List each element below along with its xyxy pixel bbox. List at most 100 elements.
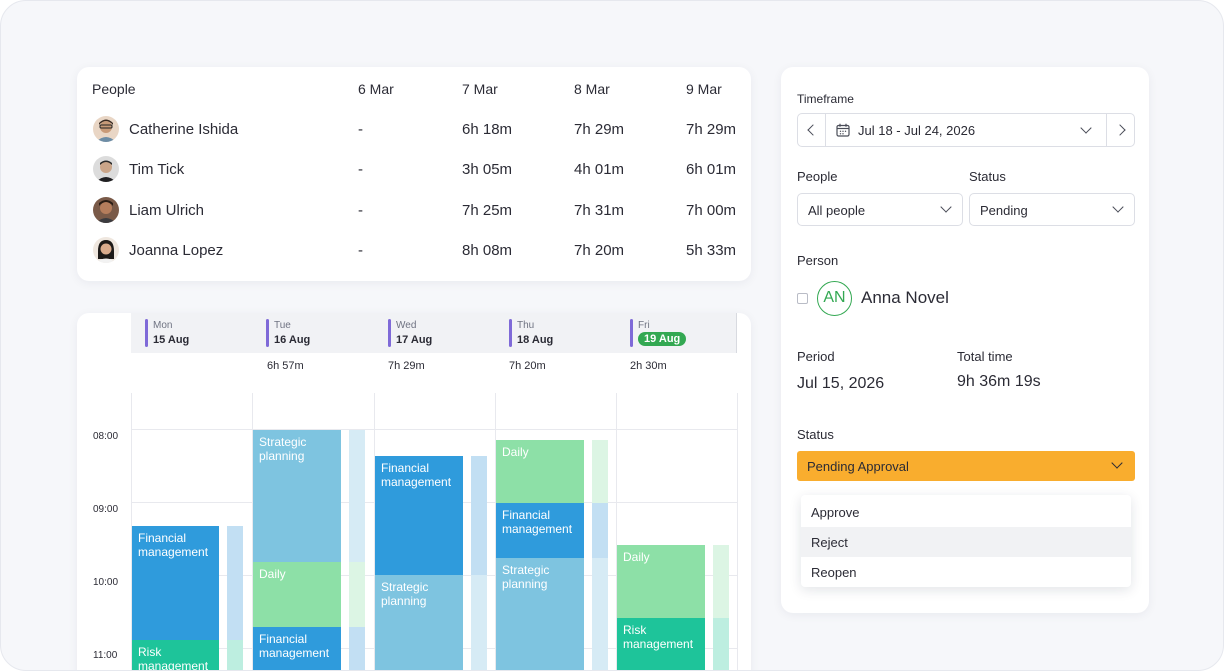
chevron-left-icon bbox=[807, 124, 819, 136]
person-avatar: AN bbox=[817, 281, 852, 316]
day-header-thu[interactable]: Thu 18 Aug bbox=[495, 313, 616, 353]
menu-item-approve[interactable]: Approve bbox=[811, 505, 860, 520]
chevron-down-icon bbox=[1112, 201, 1124, 213]
grid-line bbox=[616, 393, 617, 670]
entry-shadow bbox=[349, 627, 365, 670]
time-entry-block[interactable]: Daily bbox=[617, 545, 705, 618]
entry-shadow bbox=[227, 526, 243, 640]
time-entry-block[interactable]: Financial management bbox=[496, 503, 584, 558]
date-label: 17 Aug bbox=[396, 334, 433, 346]
hour-label: 09:00 bbox=[93, 504, 119, 515]
menu-item-reopen[interactable]: Reopen bbox=[811, 565, 857, 580]
time-cell: 7h 00m bbox=[686, 202, 737, 219]
time-cell: 7h 20m bbox=[574, 242, 625, 259]
time-entry-block[interactable]: Strategic planning bbox=[253, 430, 341, 562]
time-cell: 7h 25m bbox=[462, 202, 513, 219]
weekday-label: Wed bbox=[396, 320, 417, 331]
table-row[interactable]: Tim Tick - 3h 05m 4h 01m 6h 01m bbox=[77, 149, 751, 189]
approval-status-label: Status bbox=[797, 427, 834, 442]
status-filter-label: Status bbox=[969, 169, 1006, 184]
day-header-wed[interactable]: Wed 17 Aug bbox=[374, 313, 495, 353]
menu-item-reject[interactable]: Reject bbox=[801, 527, 1131, 557]
weekday-label: Thu bbox=[517, 320, 535, 331]
column-header-date-4: 9 Mar bbox=[686, 81, 722, 97]
time-cell: 3h 05m bbox=[462, 161, 513, 178]
column-header-date-3: 8 Mar bbox=[574, 81, 610, 97]
time-cell: 6h 18m bbox=[462, 121, 513, 138]
person-name: Joanna Lopez bbox=[129, 242, 224, 259]
time-cell: 7h 29m bbox=[574, 121, 625, 138]
column-header-date-2: 7 Mar bbox=[462, 81, 498, 97]
timeframe-label: Timeframe bbox=[797, 92, 854, 106]
hour-label: 10:00 bbox=[93, 577, 119, 588]
time-entry-block[interactable]: Strategic planning bbox=[375, 575, 463, 670]
day-header-mon[interactable]: Mon 15 Aug bbox=[131, 313, 252, 353]
person-checkbox[interactable] bbox=[797, 293, 808, 304]
table-row[interactable]: Catherine Ishida - 6h 18m 7h 29m 7h 29m bbox=[77, 109, 751, 149]
time-entry-block[interactable]: Risk management bbox=[617, 618, 705, 670]
time-cell: - bbox=[358, 161, 363, 178]
avatar bbox=[93, 116, 119, 142]
day-total: 7h 20m bbox=[509, 360, 546, 372]
hour-label: 08:00 bbox=[93, 431, 119, 442]
time-cell: - bbox=[358, 242, 363, 259]
time-entry-block[interactable]: Financial management bbox=[132, 526, 219, 640]
grid-line bbox=[252, 393, 253, 670]
next-week-button[interactable] bbox=[1106, 114, 1135, 146]
grid-line bbox=[131, 429, 737, 430]
day-total: 2h 30m bbox=[630, 360, 667, 372]
chevron-right-icon bbox=[1114, 124, 1126, 136]
time-entry-block[interactable]: Financial management bbox=[253, 627, 341, 670]
date-label: 18 Aug bbox=[517, 334, 554, 346]
column-header-date-1: 6 Mar bbox=[358, 81, 394, 97]
hour-label: 11:00 bbox=[93, 650, 118, 661]
table-row[interactable]: Joanna Lopez - 8h 08m 7h 20m 5h 33m bbox=[77, 230, 751, 270]
entry-shadow bbox=[471, 456, 487, 575]
status-filter-value: Pending bbox=[980, 203, 1028, 218]
status-filter-select[interactable]: Pending bbox=[969, 193, 1135, 226]
people-table-card: People 6 Mar 7 Mar 8 Mar 9 Mar Catherine… bbox=[77, 67, 751, 281]
weekday-label: Tue bbox=[274, 320, 291, 331]
day-header-tue[interactable]: Tue 16 Aug bbox=[252, 313, 374, 353]
time-entry-block[interactable]: Daily bbox=[253, 562, 341, 627]
time-entry-block[interactable]: Financial management bbox=[375, 456, 463, 575]
table-row[interactable]: Liam Ulrich - 7h 25m 7h 31m 7h 00m bbox=[77, 190, 751, 230]
entry-shadow bbox=[227, 640, 243, 670]
timeframe-picker: Jul 18 - Jul 24, 2026 bbox=[797, 113, 1135, 147]
week-calendar-card: Mon 15 Aug Tue 16 Aug Wed 17 Aug Thu 18 … bbox=[77, 313, 751, 670]
day-marker bbox=[388, 319, 391, 347]
time-entry-block[interactable]: Daily bbox=[496, 440, 584, 503]
weekday-label: Mon bbox=[153, 320, 173, 331]
people-filter-select[interactable]: All people bbox=[797, 193, 963, 226]
previous-week-button[interactable] bbox=[798, 114, 826, 146]
entry-shadow bbox=[592, 503, 608, 558]
chevron-down-icon bbox=[940, 201, 952, 213]
person-name: Liam Ulrich bbox=[129, 202, 205, 219]
time-entry-block[interactable]: Strategic planning bbox=[496, 558, 584, 670]
chevron-down-icon bbox=[1111, 457, 1123, 469]
day-total: 6h 57m bbox=[267, 360, 304, 372]
person-name: Anna Novel bbox=[861, 288, 949, 307]
person-label: Person bbox=[797, 253, 839, 268]
time-cell: 4h 01m bbox=[574, 161, 625, 178]
time-cell: 8h 08m bbox=[462, 242, 513, 259]
day-header-fri[interactable]: Fri 19 Aug bbox=[616, 313, 737, 353]
total-time-value: 9h 36m 19s bbox=[957, 373, 1041, 390]
total-time-label: Total time bbox=[957, 349, 1013, 364]
date-range-dropdown[interactable]: Jul 18 - Jul 24, 2026 bbox=[826, 114, 1106, 146]
entry-shadow bbox=[349, 562, 365, 627]
people-filter-label: People bbox=[797, 169, 838, 184]
entry-shadow bbox=[713, 545, 729, 618]
date-label: 15 Aug bbox=[153, 334, 190, 346]
grid-line bbox=[737, 393, 738, 670]
approval-status-dropdown[interactable]: Pending Approval bbox=[797, 451, 1135, 481]
time-cell: 6h 01m bbox=[686, 161, 737, 178]
date-range-value: Jul 18 - Jul 24, 2026 bbox=[858, 123, 976, 138]
day-marker bbox=[509, 319, 512, 347]
period-label: Period bbox=[797, 349, 835, 364]
weekday-label: Fri bbox=[638, 320, 650, 331]
time-entry-block[interactable]: Risk management bbox=[132, 640, 219, 670]
people-filter-value: All people bbox=[808, 203, 866, 218]
grid-line bbox=[374, 393, 375, 670]
